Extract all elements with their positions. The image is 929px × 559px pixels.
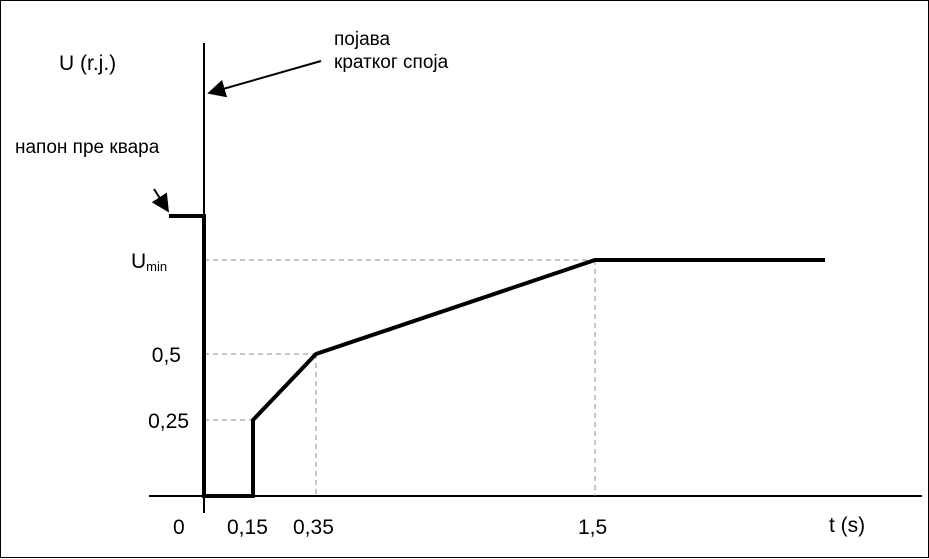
fault-onset-line-1: појава [334,29,391,50]
x-tick-label-1: 0,15 [227,516,268,539]
y-tick-label-0: 0,25 [148,410,189,433]
x-axis-label: t (s) [829,514,866,537]
y-tick-label-umin: Umin [131,251,167,273]
x-tick-label-0: 0 [173,516,185,539]
prefault-voltage-arrow [151,188,169,213]
y-tick-label-umin-main: U [131,250,147,273]
x-tick-label-3: 1,5 [578,516,608,539]
fault-onset-annotation: појава кратког споја [334,29,448,75]
y-tick-label-1: 0,5 [151,344,181,367]
fault-onset-arrow [207,60,322,98]
x-tick-label-2: 0,35 [293,516,334,539]
voltage-curve [169,214,825,498]
prefault-voltage-line-1: напон пре квара [15,137,160,158]
y-axis-label: U (r.j.) [59,52,117,75]
prefault-voltage-annotation: напон пре квара [15,137,159,160]
fault-onset-line-2: кратког споја [334,51,449,73]
y-tick-label-umin-sub: min [146,259,168,274]
